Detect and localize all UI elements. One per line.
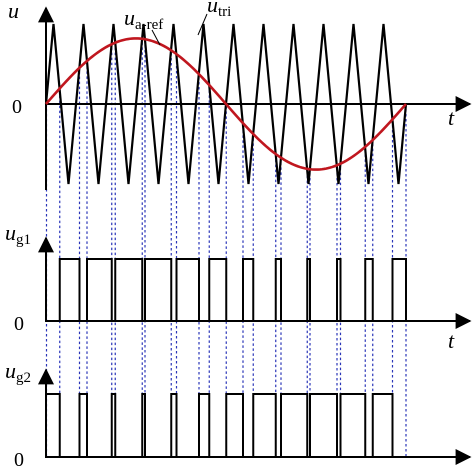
ug1-label-base: u	[5, 220, 16, 245]
reference-wave-label: ua-ref	[124, 5, 163, 33]
reference-label-sub: a-ref	[135, 17, 163, 33]
ug2-panel	[38, 368, 472, 465]
carrier-label-sub: tri	[218, 4, 231, 20]
ug2-label-sub: g2	[16, 370, 31, 386]
top-zero-label: 0	[12, 96, 22, 118]
top-time-label: t	[448, 105, 455, 130]
reference-label-leader	[151, 29, 161, 46]
ug1-time-label: t	[448, 328, 455, 353]
ug1-axis-label: ug1	[5, 220, 31, 248]
carrier-reference-panel	[38, 6, 472, 190]
sinusoidal-reference-wave	[45, 37, 407, 171]
ug1-pulse-train	[46, 258, 407, 322]
ug1-label-sub: g1	[16, 232, 31, 248]
carrier-wave-label: utri	[207, 0, 231, 20]
ug2-zero-label: 0	[14, 449, 24, 471]
carrier-label-leader	[197, 13, 208, 36]
ug1-panel	[38, 236, 472, 329]
ug1-zero-label: 0	[14, 313, 24, 335]
ug2-label-base: u	[5, 358, 16, 383]
ug2-pulse-train	[46, 393, 406, 458]
top-axis-label-u: u	[8, 0, 19, 23]
reference-label-base: u	[124, 5, 135, 30]
carrier-label-base: u	[207, 0, 218, 17]
ug2-axis-label: ug2	[5, 358, 31, 386]
